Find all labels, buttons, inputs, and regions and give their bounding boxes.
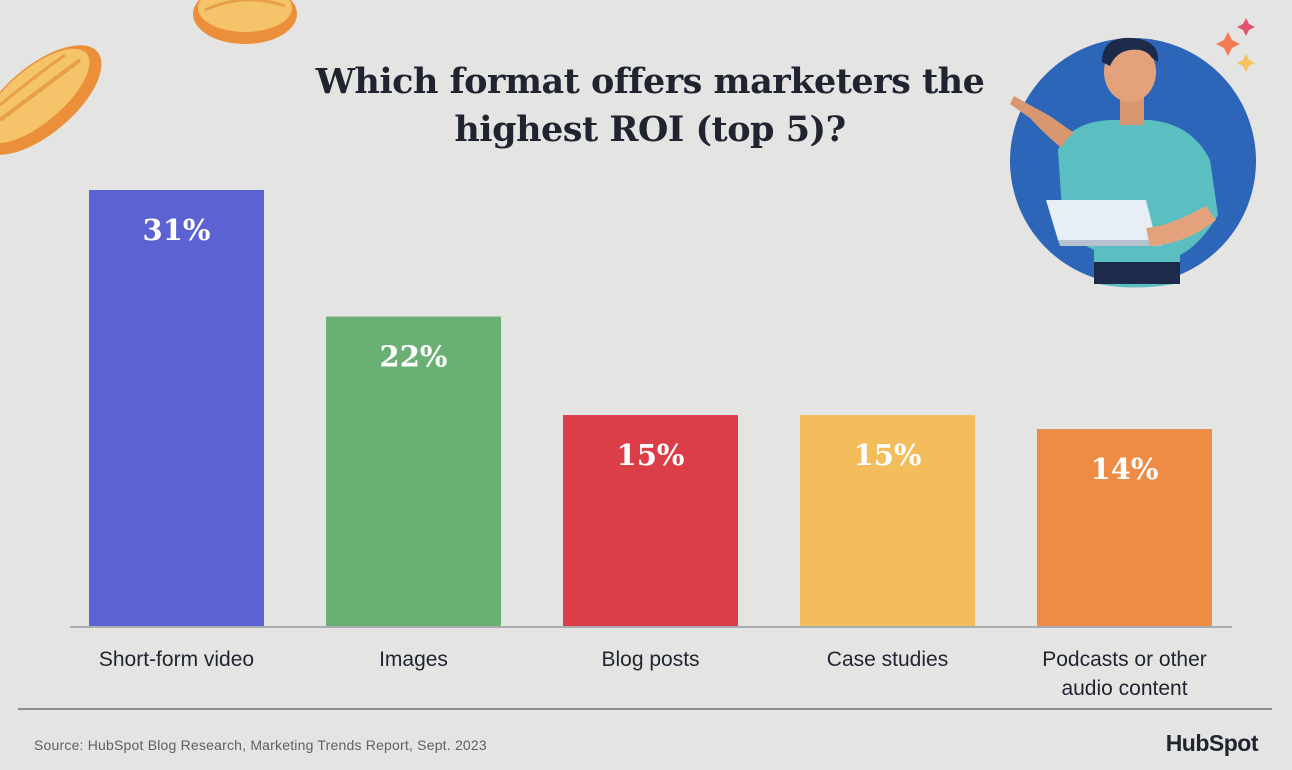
footer-divider bbox=[18, 708, 1272, 710]
category-label-2: Blog posts bbox=[601, 648, 699, 671]
bar-3 bbox=[800, 415, 975, 626]
chart-title: Which format offers marketers the highes… bbox=[300, 58, 1000, 154]
hubspot-logo: HubSpot bbox=[1165, 730, 1259, 756]
category-label-0: Short-form video bbox=[99, 648, 254, 671]
data-label-2: 15% bbox=[617, 438, 685, 472]
data-label-3: 15% bbox=[854, 438, 922, 472]
sparkle-icon bbox=[1216, 18, 1255, 72]
bar-1 bbox=[326, 316, 501, 626]
coin-icon bbox=[0, 0, 297, 155]
category-label-4-line-0: Podcasts or other bbox=[1042, 648, 1207, 671]
bar-2 bbox=[563, 415, 738, 626]
source-note: Source: HubSpot Blog Research, Marketing… bbox=[34, 737, 487, 753]
chart-title-line-2: highest ROI (top 5)? bbox=[454, 109, 846, 150]
data-label-4: 14% bbox=[1091, 452, 1159, 486]
data-label-1: 22% bbox=[380, 340, 448, 374]
bar-chart: 31% Short-form video 22% Images 15% Blog post… bbox=[70, 190, 1232, 700]
chart-title-line-1: Which format offers marketers the bbox=[315, 61, 985, 102]
category-label-4-line-1: audio content bbox=[1061, 677, 1187, 700]
category-label-3: Case studies bbox=[827, 648, 948, 671]
bar-4 bbox=[1037, 429, 1212, 626]
person-with-laptop-icon bbox=[1010, 18, 1256, 288]
data-label-0: 31% bbox=[143, 213, 211, 247]
category-label-1: Images bbox=[379, 648, 448, 671]
bar-0 bbox=[89, 190, 264, 626]
